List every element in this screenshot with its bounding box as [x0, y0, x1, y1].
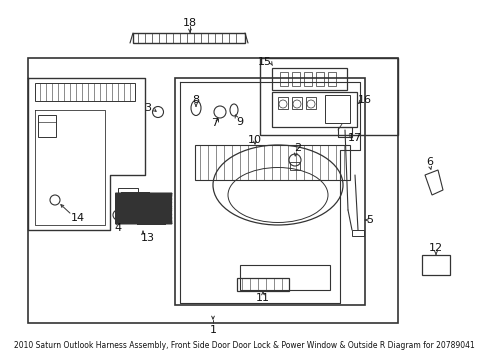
Text: 17: 17 — [347, 133, 361, 143]
Text: 6: 6 — [426, 157, 433, 167]
Text: 5: 5 — [366, 215, 373, 225]
Text: 9: 9 — [236, 117, 243, 127]
Text: 7: 7 — [211, 118, 218, 128]
Text: 14: 14 — [71, 213, 85, 223]
Bar — [325, 95, 349, 123]
Text: 2: 2 — [294, 143, 301, 153]
Bar — [337, 127, 351, 137]
Bar — [260, 58, 397, 135]
Bar — [291, 97, 302, 109]
Bar — [38, 115, 56, 137]
Bar — [28, 58, 397, 323]
Bar — [280, 72, 287, 86]
Bar — [351, 230, 363, 236]
Bar — [291, 72, 299, 86]
Bar — [133, 33, 244, 43]
Bar — [304, 72, 311, 86]
Bar — [127, 192, 130, 200]
Bar — [271, 92, 356, 127]
Bar — [195, 145, 349, 180]
Bar — [289, 162, 299, 170]
Bar — [278, 97, 287, 109]
Text: 11: 11 — [256, 293, 269, 303]
Text: 1: 1 — [209, 325, 216, 335]
Text: 4: 4 — [114, 223, 122, 233]
Text: 8: 8 — [192, 95, 199, 105]
Text: 18: 18 — [183, 18, 197, 28]
Text: 10: 10 — [247, 135, 262, 145]
Text: 16: 16 — [357, 95, 371, 105]
Bar — [305, 97, 315, 109]
Text: 3: 3 — [144, 103, 151, 113]
Bar — [237, 278, 288, 291]
Bar — [175, 78, 364, 305]
Bar — [271, 68, 346, 90]
Bar — [122, 192, 125, 200]
Bar — [118, 188, 138, 203]
Bar — [327, 72, 335, 86]
Bar — [421, 255, 449, 275]
Bar — [132, 192, 135, 200]
Text: 13: 13 — [141, 233, 155, 243]
Text: 2010 Saturn Outlook Harness Assembly, Front Side Door Door Lock & Power Window &: 2010 Saturn Outlook Harness Assembly, Fr… — [14, 341, 473, 350]
Text: 12: 12 — [428, 243, 442, 253]
Bar — [35, 83, 135, 101]
Bar — [240, 265, 329, 290]
Bar — [315, 72, 324, 86]
Text: 15: 15 — [258, 57, 271, 67]
